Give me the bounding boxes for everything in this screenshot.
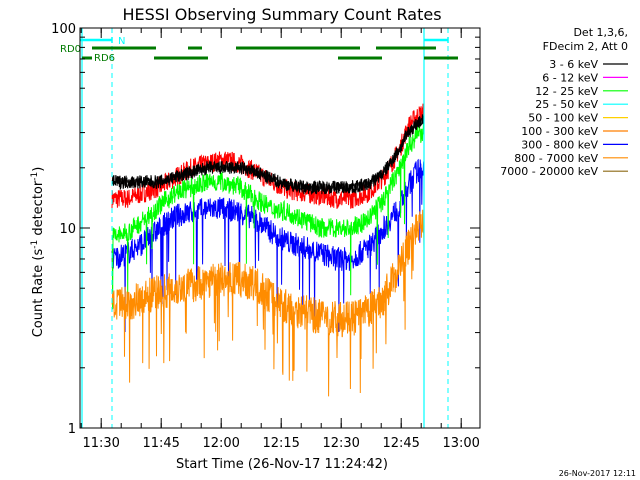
legend-label-0: 3 - 6 keV [549,58,598,71]
series-trace-2 [111,122,425,310]
rd6-label: RD6 [94,53,115,64]
chart-title: HESSI Observing Summary Count Rates [122,5,441,24]
legend-label-8: 7000 - 20000 keV [500,165,598,178]
y-axis: 1 10 100 [51,22,480,437]
legend-label-2: 12 - 25 keV [535,85,598,98]
x-axis: 11:30 11:45 12:00 12:15 12:30 12:45 13:00 [80,28,480,451]
series-trace-6 [111,158,425,333]
legend-label-6: 300 - 800 keV [521,138,598,151]
n-label: N [118,36,125,47]
x-tick-label-4: 12:30 [322,436,359,451]
x-tick-label-0: 11:30 [82,436,119,451]
x-tick-label-5: 12:45 [382,436,419,451]
series-trace-7 [111,209,425,397]
timestamp: 26-Nov-2017 12:11 [559,469,636,478]
legend-label-1: 6 - 12 keV [542,71,598,84]
x-tick-label-1: 11:45 [142,436,179,451]
legend-label-5: 100 - 300 keV [521,125,598,138]
x-tick-label-6: 13:00 [442,436,479,451]
series-trace-0-top [111,115,425,192]
legend-label-7: 800 - 7000 keV [514,152,598,165]
x-tick-label-2: 12:00 [202,436,239,451]
legend-header-line2: FDecim 2, Att 0 [543,40,628,53]
y-tick-label-1: 10 [59,222,76,237]
y-axis-label: Count Rate (s-1 detector-1) [30,167,46,338]
red-band-trace [111,103,425,209]
legend-label-3: 25 - 50 keV [535,98,598,111]
x-tick-label-3: 12:15 [262,436,299,451]
legend-header-line1: Det 1,3,6, [573,26,628,39]
y-tick-label-0: 1 [68,422,76,437]
legend-label-4: 50 - 100 keV [528,112,598,125]
rd0-label: RD0 [60,44,81,55]
x-axis-label: Start Time (26-Nov-17 11:24:42) [176,457,388,472]
plot-area: N RD0 RD6 [60,28,458,428]
y-tick-label-2: 100 [51,22,76,37]
